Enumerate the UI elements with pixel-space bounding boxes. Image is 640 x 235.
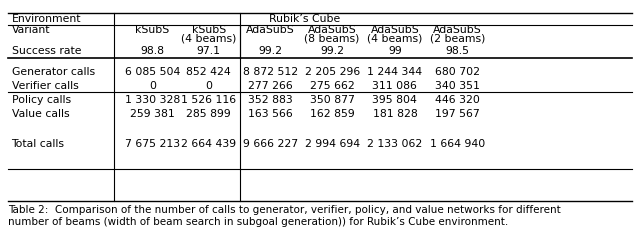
Text: Success rate: Success rate (12, 46, 81, 56)
Text: 352 883: 352 883 (248, 95, 292, 105)
Text: 98.5: 98.5 (445, 46, 470, 56)
Text: AdaSubS: AdaSubS (371, 25, 419, 35)
Text: 285 899: 285 899 (186, 110, 231, 119)
Text: Variant: Variant (12, 25, 50, 35)
Text: 1 244 344: 1 244 344 (367, 67, 422, 77)
Text: 1 330 328: 1 330 328 (125, 95, 180, 105)
Text: (8 beams): (8 beams) (305, 33, 360, 43)
Text: (4 beams): (4 beams) (181, 33, 236, 43)
Text: (4 beams): (4 beams) (367, 33, 422, 43)
Text: 1 526 116: 1 526 116 (181, 95, 236, 105)
Text: 2 994 694: 2 994 694 (305, 139, 360, 149)
Text: 275 662: 275 662 (310, 81, 355, 91)
Text: 99: 99 (388, 46, 402, 56)
Text: 259 381: 259 381 (130, 110, 175, 119)
Text: 311 086: 311 086 (372, 81, 417, 91)
Text: 277 266: 277 266 (248, 81, 292, 91)
Text: 97.1: 97.1 (196, 46, 221, 56)
Text: 2 205 296: 2 205 296 (305, 67, 360, 77)
Text: Rubik’s Cube: Rubik’s Cube (269, 14, 340, 24)
Text: AdaSubS: AdaSubS (433, 25, 482, 35)
Text: kSubS: kSubS (191, 25, 226, 35)
Text: 98.8: 98.8 (140, 46, 164, 56)
Text: 2 664 439: 2 664 439 (181, 139, 236, 149)
Text: (2 beams): (2 beams) (430, 33, 485, 43)
Text: AdaSubS: AdaSubS (308, 25, 356, 35)
Text: 8 872 512: 8 872 512 (243, 67, 298, 77)
Text: 1 664 940: 1 664 940 (430, 139, 485, 149)
Text: 852 424: 852 424 (186, 67, 231, 77)
Text: 181 828: 181 828 (372, 110, 417, 119)
Text: Total calls: Total calls (12, 139, 65, 149)
Text: kSubS: kSubS (135, 25, 170, 35)
Text: Table 2:  Comparison of the number of calls to generator, verifier, policy, and : Table 2: Comparison of the number of cal… (8, 205, 561, 215)
Text: Verifier calls: Verifier calls (12, 81, 78, 91)
Text: 162 859: 162 859 (310, 110, 355, 119)
Text: 197 567: 197 567 (435, 110, 480, 119)
Text: 99.2: 99.2 (320, 46, 344, 56)
Text: 0: 0 (149, 81, 156, 91)
Text: 163 566: 163 566 (248, 110, 292, 119)
Text: Policy calls: Policy calls (12, 95, 70, 105)
Text: AdaSubS: AdaSubS (246, 25, 294, 35)
Text: 446 320: 446 320 (435, 95, 480, 105)
Text: 0: 0 (205, 81, 212, 91)
Text: 2 133 062: 2 133 062 (367, 139, 422, 149)
Text: Value calls: Value calls (12, 110, 69, 119)
Text: 6 085 504: 6 085 504 (125, 67, 180, 77)
Text: Environment: Environment (12, 14, 81, 24)
Text: 680 702: 680 702 (435, 67, 480, 77)
Text: 340 351: 340 351 (435, 81, 480, 91)
Text: number of beams (width of beam search in subgoal generation)) for Rubik’s Cube e: number of beams (width of beam search in… (8, 217, 509, 227)
Text: 7 675 213: 7 675 213 (125, 139, 180, 149)
Text: Generator calls: Generator calls (12, 67, 95, 77)
Text: 395 804: 395 804 (372, 95, 417, 105)
Text: 99.2: 99.2 (258, 46, 282, 56)
Text: 350 877: 350 877 (310, 95, 355, 105)
Text: 9 666 227: 9 666 227 (243, 139, 298, 149)
